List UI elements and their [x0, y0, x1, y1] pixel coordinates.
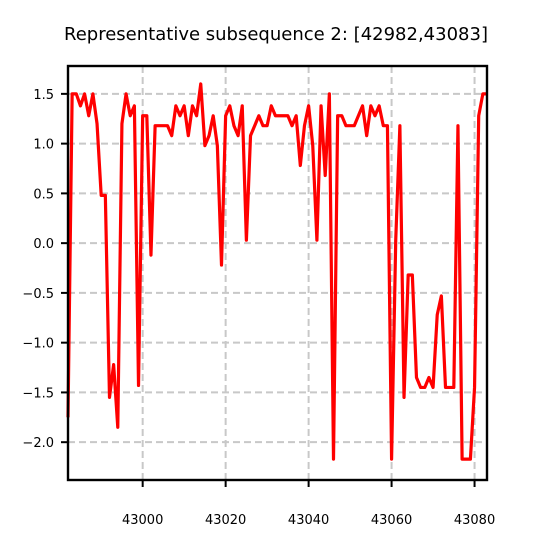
x-tick-label: 43060: [371, 513, 412, 528]
y-tick-label: 0.0: [33, 237, 54, 252]
x-tick-label: 43020: [205, 513, 246, 528]
y-tick-label: 0.5: [33, 187, 54, 202]
y-tick-label: −0.5: [22, 287, 54, 302]
chart-title: Representative subsequence 2: [42982,430…: [64, 24, 488, 45]
y-tick-label: −2.0: [22, 436, 54, 451]
y-tick-label: −1.5: [22, 386, 54, 401]
y-tick-label: −1.0: [22, 337, 54, 352]
series-layer: [66, 82, 487, 461]
x-tick-label: 43000: [122, 513, 163, 528]
y-axis: 1.5 1.0 0.5 0.0 −0.5 −1.0 −1.5 −2.0: [22, 88, 68, 451]
grid: [68, 66, 487, 480]
x-axis: 43000 43020 43040 43060 43080: [122, 480, 495, 528]
y-tick-label: 1.0: [33, 138, 54, 153]
series-line: [66, 82, 487, 461]
x-tick-label: 43040: [288, 513, 329, 528]
plot-frame: [66, 64, 489, 482]
y-tick-label: 1.5: [33, 88, 54, 103]
x-tick-label: 43080: [454, 513, 495, 528]
